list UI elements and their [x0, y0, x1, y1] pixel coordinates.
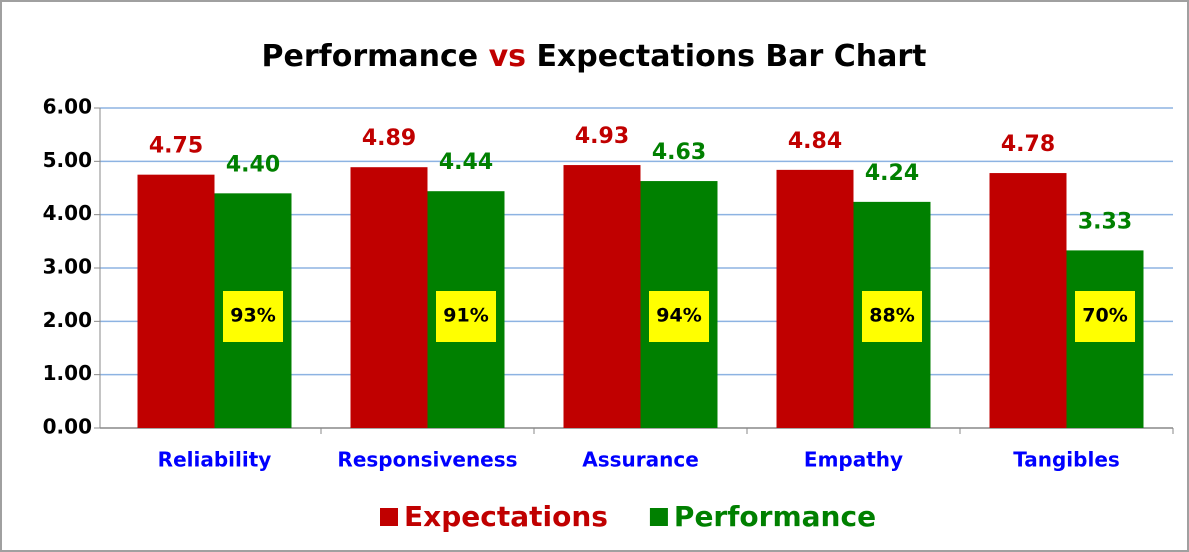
data-label: 4.93	[575, 124, 629, 149]
data-label: 4.24	[865, 161, 919, 186]
legend-swatch	[380, 508, 398, 526]
ratio-label: 88%	[869, 305, 914, 327]
chart-title: Performance vs Expectations Bar Chart	[262, 39, 927, 74]
data-label: 4.63	[652, 140, 706, 165]
y-tick-label: 1.00	[43, 361, 92, 385]
ratio-label: 93%	[230, 305, 275, 327]
bar	[350, 167, 428, 428]
title-part: Expectations Bar Chart	[536, 39, 926, 74]
data-label: 4.75	[149, 134, 203, 159]
legend-swatch	[649, 508, 668, 526]
title-part: Performance	[262, 39, 479, 74]
data-label: 3.33	[1078, 209, 1132, 234]
data-label: 4.40	[226, 152, 280, 177]
ratio-box	[223, 291, 283, 342]
data-label: 4.89	[362, 126, 416, 151]
bar	[989, 173, 1067, 428]
y-tick-label: 6.00	[43, 95, 92, 119]
data-label: 4.44	[439, 150, 493, 175]
y-tick-label: 5.00	[43, 148, 92, 172]
data-label: 4.84	[788, 129, 842, 154]
ratio-label: 94%	[656, 305, 701, 327]
x-tick-label: Tangibles	[1013, 448, 1120, 472]
ratio-box	[862, 291, 922, 342]
y-tick-label: 2.00	[43, 308, 92, 332]
data-label: 4.78	[1001, 132, 1055, 157]
y-tick-label: 3.00	[43, 255, 92, 279]
y-tick-label: 0.00	[43, 415, 92, 439]
x-tick-label: Assurance	[582, 448, 699, 472]
ratio-box	[649, 291, 709, 342]
title-part: vs	[489, 39, 526, 74]
legend-label: Expectations	[404, 500, 608, 533]
ratio-box	[1075, 291, 1135, 342]
bar	[776, 169, 854, 428]
x-tick-label: Reliability	[158, 448, 272, 472]
legend-label: Performance	[674, 500, 876, 533]
ratio-box	[436, 291, 496, 342]
y-tick-label: 4.00	[43, 201, 92, 225]
ratio-label: 91%	[443, 305, 488, 327]
x-tick-label: Responsiveness	[337, 448, 517, 472]
bar	[563, 165, 641, 429]
ratio-label: 70%	[1082, 305, 1127, 327]
bar	[137, 174, 215, 428]
x-tick-label: Empathy	[804, 448, 903, 472]
